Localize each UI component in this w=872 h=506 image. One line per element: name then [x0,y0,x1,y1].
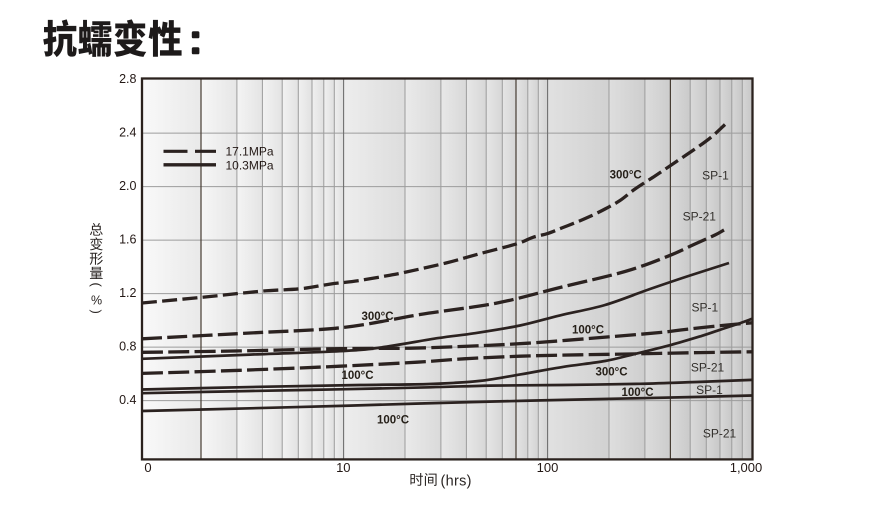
svg-text:0: 0 [144,460,151,475]
svg-text:0.8: 0.8 [119,340,136,354]
svg-text:1.2: 1.2 [119,286,136,300]
svg-text:2.4: 2.4 [119,126,136,140]
svg-text:100°C: 100°C [341,370,373,382]
svg-text:17.1MPa: 17.1MPa [226,145,274,159]
svg-text:(: ( [89,283,104,288]
svg-text:SP-21: SP-21 [691,361,725,375]
svg-text:10: 10 [336,460,350,475]
svg-text:SP-21: SP-21 [703,427,737,441]
svg-text:10.3MPa: 10.3MPa [226,158,274,172]
svg-text:): ) [89,310,104,314]
svg-text:1.6: 1.6 [119,233,136,247]
svg-text:1,000: 1,000 [730,460,763,475]
svg-text:300°C: 300°C [610,170,642,182]
svg-text:2.0: 2.0 [119,179,136,193]
svg-text:0.4: 0.4 [119,393,136,407]
svg-text:SP-1: SP-1 [696,383,723,397]
svg-text:%: % [91,294,102,308]
svg-text:SP-21: SP-21 [683,210,717,224]
svg-text:SP-1: SP-1 [702,169,729,183]
svg-text:100°C: 100°C [572,325,604,337]
svg-text:2.8: 2.8 [119,72,136,86]
svg-text:100°C: 100°C [377,415,409,427]
svg-text:100°C: 100°C [621,387,653,399]
svg-text:300°C: 300°C [595,367,627,379]
svg-text:300°C: 300°C [361,311,393,323]
svg-text:(hrs): (hrs) [441,473,472,489]
svg-text:SP-1: SP-1 [691,301,718,315]
svg-text:100: 100 [537,460,559,475]
